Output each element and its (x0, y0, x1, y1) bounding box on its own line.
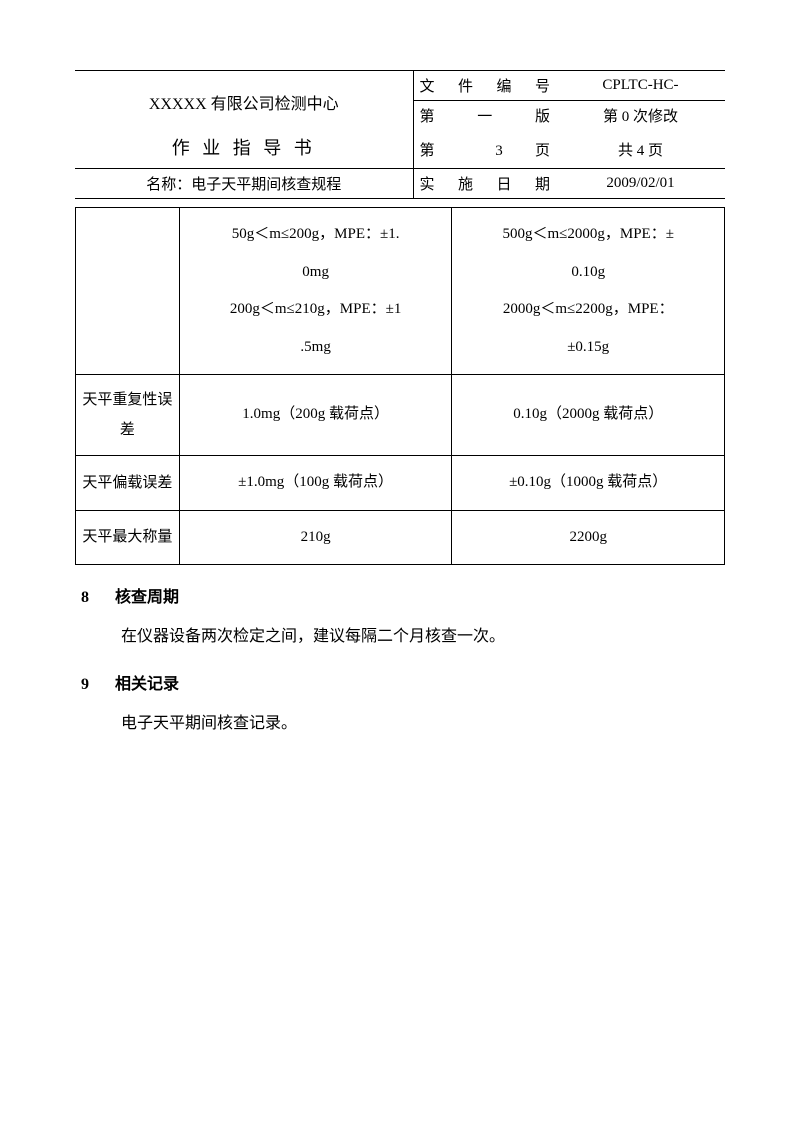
page-value: 共 4 页 (556, 130, 725, 169)
section-9-title: 相关记录 (115, 676, 179, 693)
version-value: 第 0 次修改 (556, 101, 725, 131)
section-8-title: 核查周期 (115, 589, 179, 606)
section-9-heading: 9相关记录 (81, 670, 725, 694)
cell-offset-col1: ±1.0mg（100g 载荷点） (179, 456, 452, 511)
section-8: 8核查周期 在仪器设备两次检定之间，建议每隔二个月核查一次。 (75, 583, 725, 652)
section-9-body: 电子天平期间核查记录。 (81, 710, 725, 739)
cell-offset-col2: ±0.10g（1000g 载荷点） (452, 456, 725, 511)
table-row: 50g＜m≤200g，MPE：±1. 0mg 200g＜m≤210g，MPE：±… (76, 208, 725, 375)
spec-table: 50g＜m≤200g，MPE：±1. 0mg 200g＜m≤210g，MPE：±… (75, 207, 725, 565)
table-row: 天平最大称量 210g 2200g (76, 510, 725, 565)
version-label: 第 一 版 (413, 101, 556, 131)
date-value: 2009/02/01 (556, 169, 725, 199)
cell-max-label: 天平最大称量 (76, 510, 180, 565)
doc-subtitle: 作 业 指 导 书 (81, 134, 407, 160)
cell-empty (76, 208, 180, 375)
date-label: 实施日期 (413, 169, 556, 199)
page-label: 第 3 页 (413, 130, 556, 169)
cell-repeat-label: 天平重复性误差 (76, 375, 180, 456)
doc-name: 名称：电子天平期间核查规程 (75, 169, 413, 199)
cell-mpe-col2: 500g＜m≤2000g，MPE：± 0.10g 2000g＜m≤2200g，M… (452, 208, 725, 375)
doc-no-value: CPLTC-HC- (556, 71, 725, 101)
cell-repeat-col2: 0.10g（2000g 载荷点） (452, 375, 725, 456)
section-8-heading: 8核查周期 (81, 583, 725, 607)
cell-mpe-col1: 50g＜m≤200g，MPE：±1. 0mg 200g＜m≤210g，MPE：±… (179, 208, 452, 375)
section-8-body: 在仪器设备两次检定之间，建议每隔二个月核查一次。 (81, 623, 725, 652)
section-8-number: 8 (81, 589, 115, 607)
table-row: 天平偏载误差 ±1.0mg（100g 载荷点） ±0.10g（1000g 载荷点… (76, 456, 725, 511)
cell-offset-label: 天平偏载误差 (76, 456, 180, 511)
company-name: XXXXX 有限公司检测中心 (81, 90, 407, 114)
section-9: 9相关记录 电子天平期间核查记录。 (75, 670, 725, 739)
doc-no-label: 文件编号 (413, 71, 556, 101)
table-row: 天平重复性误差 1.0mg（200g 载荷点） 0.10g（2000g 载荷点） (76, 375, 725, 456)
cell-max-col2: 2200g (452, 510, 725, 565)
cell-repeat-col1: 1.0mg（200g 载荷点） (179, 375, 452, 456)
cell-max-col1: 210g (179, 510, 452, 565)
section-9-number: 9 (81, 676, 115, 694)
document-header-table: XXXXX 有限公司检测中心 文件编号 CPLTC-HC- 第 一 版 第 0 … (75, 70, 725, 199)
